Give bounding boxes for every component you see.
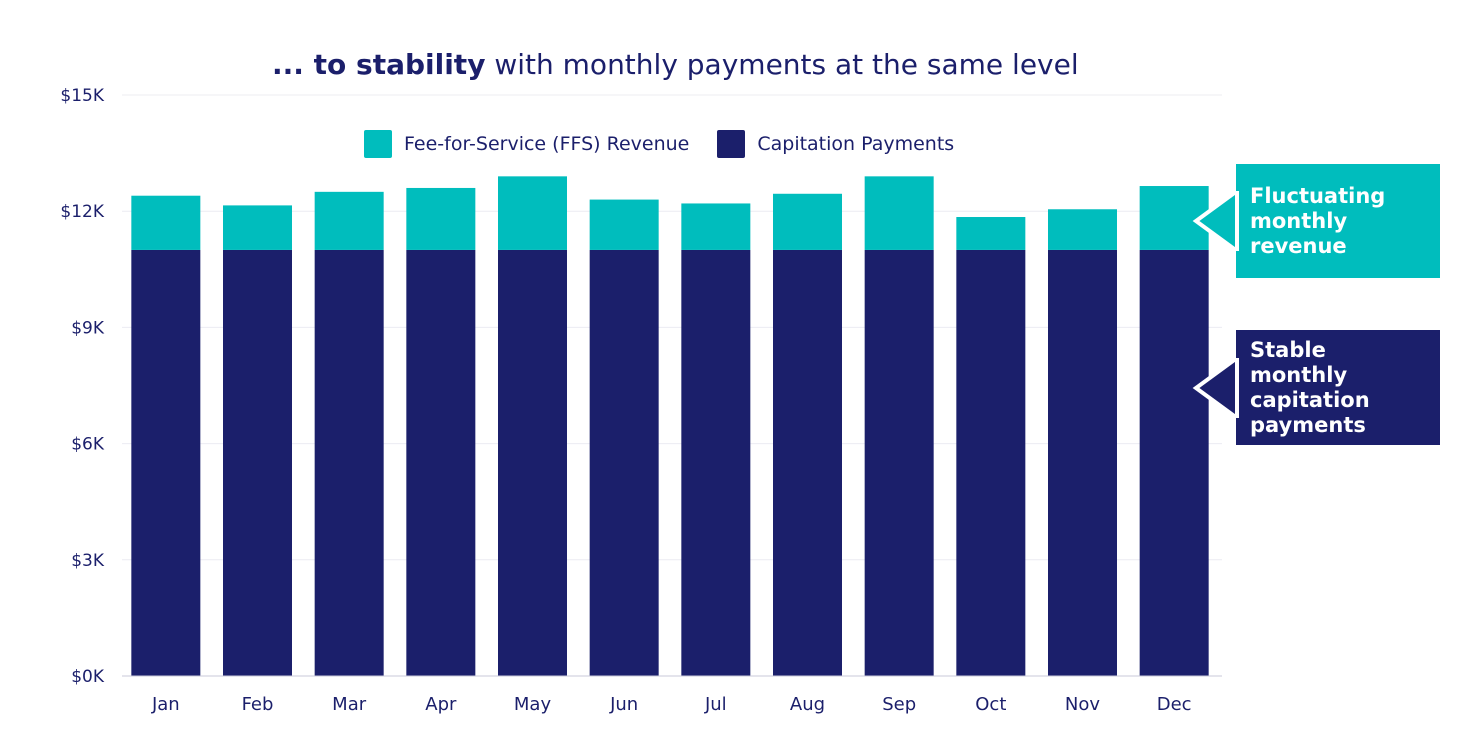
bar-capitation (589, 249, 659, 676)
callout-fluctuating-arrow (1192, 191, 1239, 251)
y-tick-label: $15K (60, 86, 104, 106)
bar-ffs (864, 176, 934, 250)
legend-label-capitation: Capitation Payments (757, 133, 955, 155)
x-tick-label: Oct (975, 694, 1006, 715)
bar-capitation (131, 249, 201, 676)
x-tick-label: Jul (704, 694, 727, 715)
bar-capitation (864, 249, 934, 676)
x-tick-label: Feb (242, 694, 274, 715)
bar-ffs (589, 199, 659, 250)
x-tick-label: Jun (609, 694, 638, 715)
x-tick-label: May (514, 694, 552, 715)
x-tick-label: Dec (1157, 694, 1192, 715)
chart-title-bold: ... to stability (272, 48, 486, 81)
bar-capitation (773, 249, 842, 676)
callout-fluctuating-text: Fluctuating monthly revenue (1250, 183, 1386, 258)
legend-item-ffs: Fee-for-Service (FFS) Revenue (364, 130, 689, 158)
legend-item-capitation: Capitation Payments (717, 130, 954, 158)
legend-swatch-ffs (364, 130, 392, 158)
x-tick-label: Sep (882, 694, 916, 715)
callout-stable: Stable monthly capitation payments (1236, 330, 1440, 445)
bar-capitation (314, 249, 384, 676)
x-tick-label: Nov (1065, 694, 1100, 715)
bar-capitation (956, 249, 1026, 676)
chart-title: ... to stability with monthly payments a… (272, 48, 1079, 81)
y-tick-label: $12K (60, 202, 104, 222)
chart-title-rest: with monthly payments at the same level (485, 48, 1079, 81)
bar-capitation (223, 249, 292, 676)
x-tick-label: Aug (790, 694, 825, 715)
callout-stable-arrow (1192, 358, 1239, 418)
legend-label-ffs: Fee-for-Service (FFS) Revenue (404, 133, 690, 155)
bar-ffs (314, 191, 384, 250)
bar-capitation (498, 249, 567, 676)
y-tick-label: $6K (71, 435, 105, 455)
x-tick-label: Jan (151, 694, 180, 715)
callout-stable-text: Stable monthly capitation payments (1250, 337, 1370, 437)
y-tick-label: $9K (71, 318, 105, 338)
bar-ffs (498, 176, 567, 250)
x-tick-label: Apr (425, 694, 457, 715)
callout-fluctuating: Fluctuating monthly revenue (1236, 164, 1440, 278)
bar-ffs (681, 203, 751, 250)
bar-capitation (1139, 249, 1209, 676)
bar-ffs (406, 187, 476, 250)
legend: Fee-for-Service (FFS) Revenue Capitation… (364, 130, 982, 158)
bar-capitation (406, 249, 476, 676)
bar-ffs (223, 205, 292, 250)
legend-swatch-capitation (717, 130, 746, 158)
y-tick-label: $3K (71, 551, 105, 571)
y-tick-label: $0K (71, 667, 105, 687)
bar-ffs (773, 193, 842, 250)
bar-ffs (1048, 209, 1117, 250)
bar-ffs (131, 195, 201, 250)
bar-ffs (956, 217, 1026, 250)
bar-capitation (681, 249, 751, 676)
x-tick-label: Mar (332, 694, 367, 715)
bar-capitation (1048, 249, 1117, 676)
